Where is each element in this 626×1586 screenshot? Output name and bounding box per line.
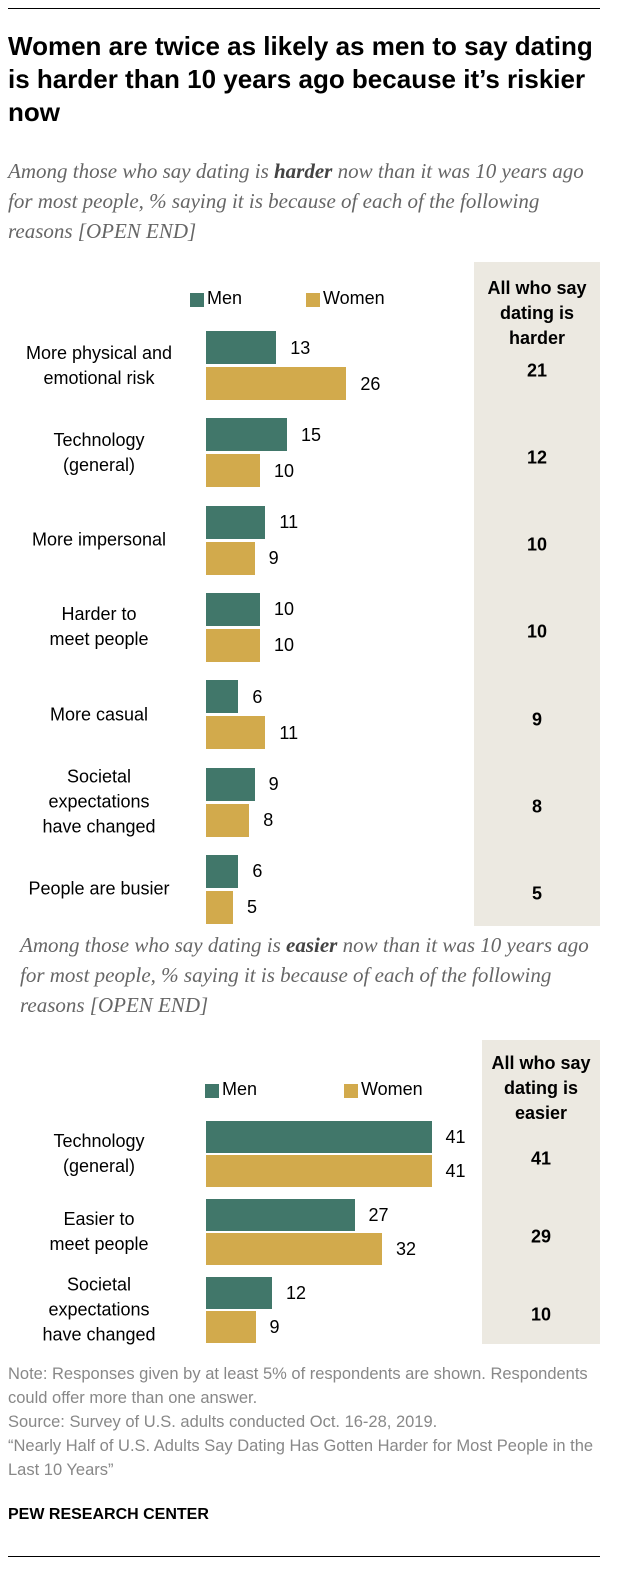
value-label: 41: [445, 1161, 466, 1181]
category-label: Technology (general): [53, 1131, 145, 1176]
bar: [206, 767, 255, 801]
top-rule: [8, 8, 600, 9]
value-label: 6: [252, 861, 263, 882]
totals-header: All who say dating is harder: [487, 278, 587, 348]
totals-column: [482, 1040, 600, 1344]
subtitle-part: Among those who say dating is: [20, 933, 286, 957]
total-value: 10: [530, 1304, 552, 1325]
total-value: 21: [526, 360, 548, 380]
note: “Nearly Half of U.S. Adults Say Dating H…: [8, 1437, 594, 1479]
total-value: 5: [531, 883, 542, 904]
value-label: 12: [286, 1283, 307, 1303]
total-value: 10: [526, 621, 548, 642]
bar: [206, 367, 347, 400]
bar: [206, 331, 277, 364]
category-label: People are busier: [28, 878, 170, 899]
bottom-rule: [8, 1556, 600, 1557]
total-value: 12: [526, 447, 548, 468]
total-value: 8: [531, 796, 542, 817]
legend-swatch: [306, 293, 320, 307]
legend-label: Women: [323, 288, 385, 308]
bar: [206, 680, 239, 714]
value-label: 15: [301, 424, 322, 445]
subtitle-part: Among those who say dating is: [8, 159, 274, 183]
bar: [206, 418, 287, 452]
value-label: 9: [268, 548, 279, 569]
value-label: 10: [274, 460, 295, 481]
bar: [206, 1311, 256, 1343]
bar: [206, 716, 266, 750]
bar: [206, 592, 260, 626]
category-label: More physical and emotional risk: [25, 342, 173, 388]
title: Women are twice as likely as men to say …: [8, 31, 593, 127]
bar: [206, 1121, 432, 1153]
total-value: 29: [530, 1226, 552, 1247]
legend-label: Women: [361, 1079, 423, 1099]
total-value: 41: [530, 1148, 552, 1169]
bar: [206, 854, 239, 888]
note: Note: Responses given by at least 5% of …: [8, 1365, 588, 1407]
value-label: 6: [252, 686, 263, 707]
subtitle-part: harder: [274, 159, 333, 183]
legend-swatch: [344, 1084, 358, 1098]
value-label: 8: [263, 810, 274, 830]
bar: [206, 890, 233, 924]
category-label: Societal expectations have changed: [42, 766, 156, 837]
bar: [206, 1277, 272, 1309]
bar: [206, 541, 255, 575]
note: Source: Survey of U.S. adults conducted …: [8, 1413, 438, 1431]
value-label: 13: [290, 337, 311, 358]
category-label: More casual: [49, 704, 149, 725]
value-label: 11: [279, 722, 299, 743]
subtitle-part: now than it was 10 years ago for most pe…: [8, 159, 584, 243]
bar: [206, 1199, 355, 1231]
value-label: 9: [268, 774, 279, 794]
subtitle-part: now than it was 10 years ago for most pe…: [20, 933, 589, 1017]
value-label: 11: [279, 512, 299, 533]
legend-swatch: [205, 1084, 219, 1098]
category-label: Easier to meet people: [49, 1209, 149, 1254]
value-label: 10: [274, 635, 295, 656]
legend-label: Men: [207, 288, 243, 308]
bar: [206, 454, 260, 488]
value-label: 41: [445, 1127, 466, 1147]
value-label: 10: [274, 599, 295, 620]
total-value: 10: [526, 534, 548, 555]
category-label: Societal expectations have changed: [42, 1274, 156, 1345]
bar: [206, 803, 250, 837]
subtitle: Among those who say dating is harder now…: [8, 156, 608, 246]
bar: [206, 505, 266, 539]
category-label: Harder to meet people: [49, 604, 149, 650]
value-label: 26: [360, 373, 381, 394]
bar: [206, 628, 260, 662]
totals-header: All who say dating is easier: [491, 1053, 591, 1123]
legend-swatch: [190, 293, 204, 307]
totals-column: [474, 262, 600, 926]
value-label: 32: [396, 1239, 417, 1259]
total-value: 9: [531, 709, 542, 730]
category-label: More impersonal: [31, 529, 167, 550]
bar: [206, 1233, 382, 1265]
value-label: 9: [269, 1317, 280, 1337]
category-label: Technology (general): [53, 429, 145, 475]
value-label: 5: [247, 897, 258, 918]
bar: [206, 1155, 432, 1187]
footer: PEW RESEARCH CENTER: [8, 1506, 209, 1523]
legend-label: Men: [222, 1079, 258, 1099]
subtitle: Among those who say dating is easier now…: [20, 930, 600, 1020]
value-label: 27: [368, 1205, 389, 1225]
subtitle-part: easier: [286, 933, 338, 957]
